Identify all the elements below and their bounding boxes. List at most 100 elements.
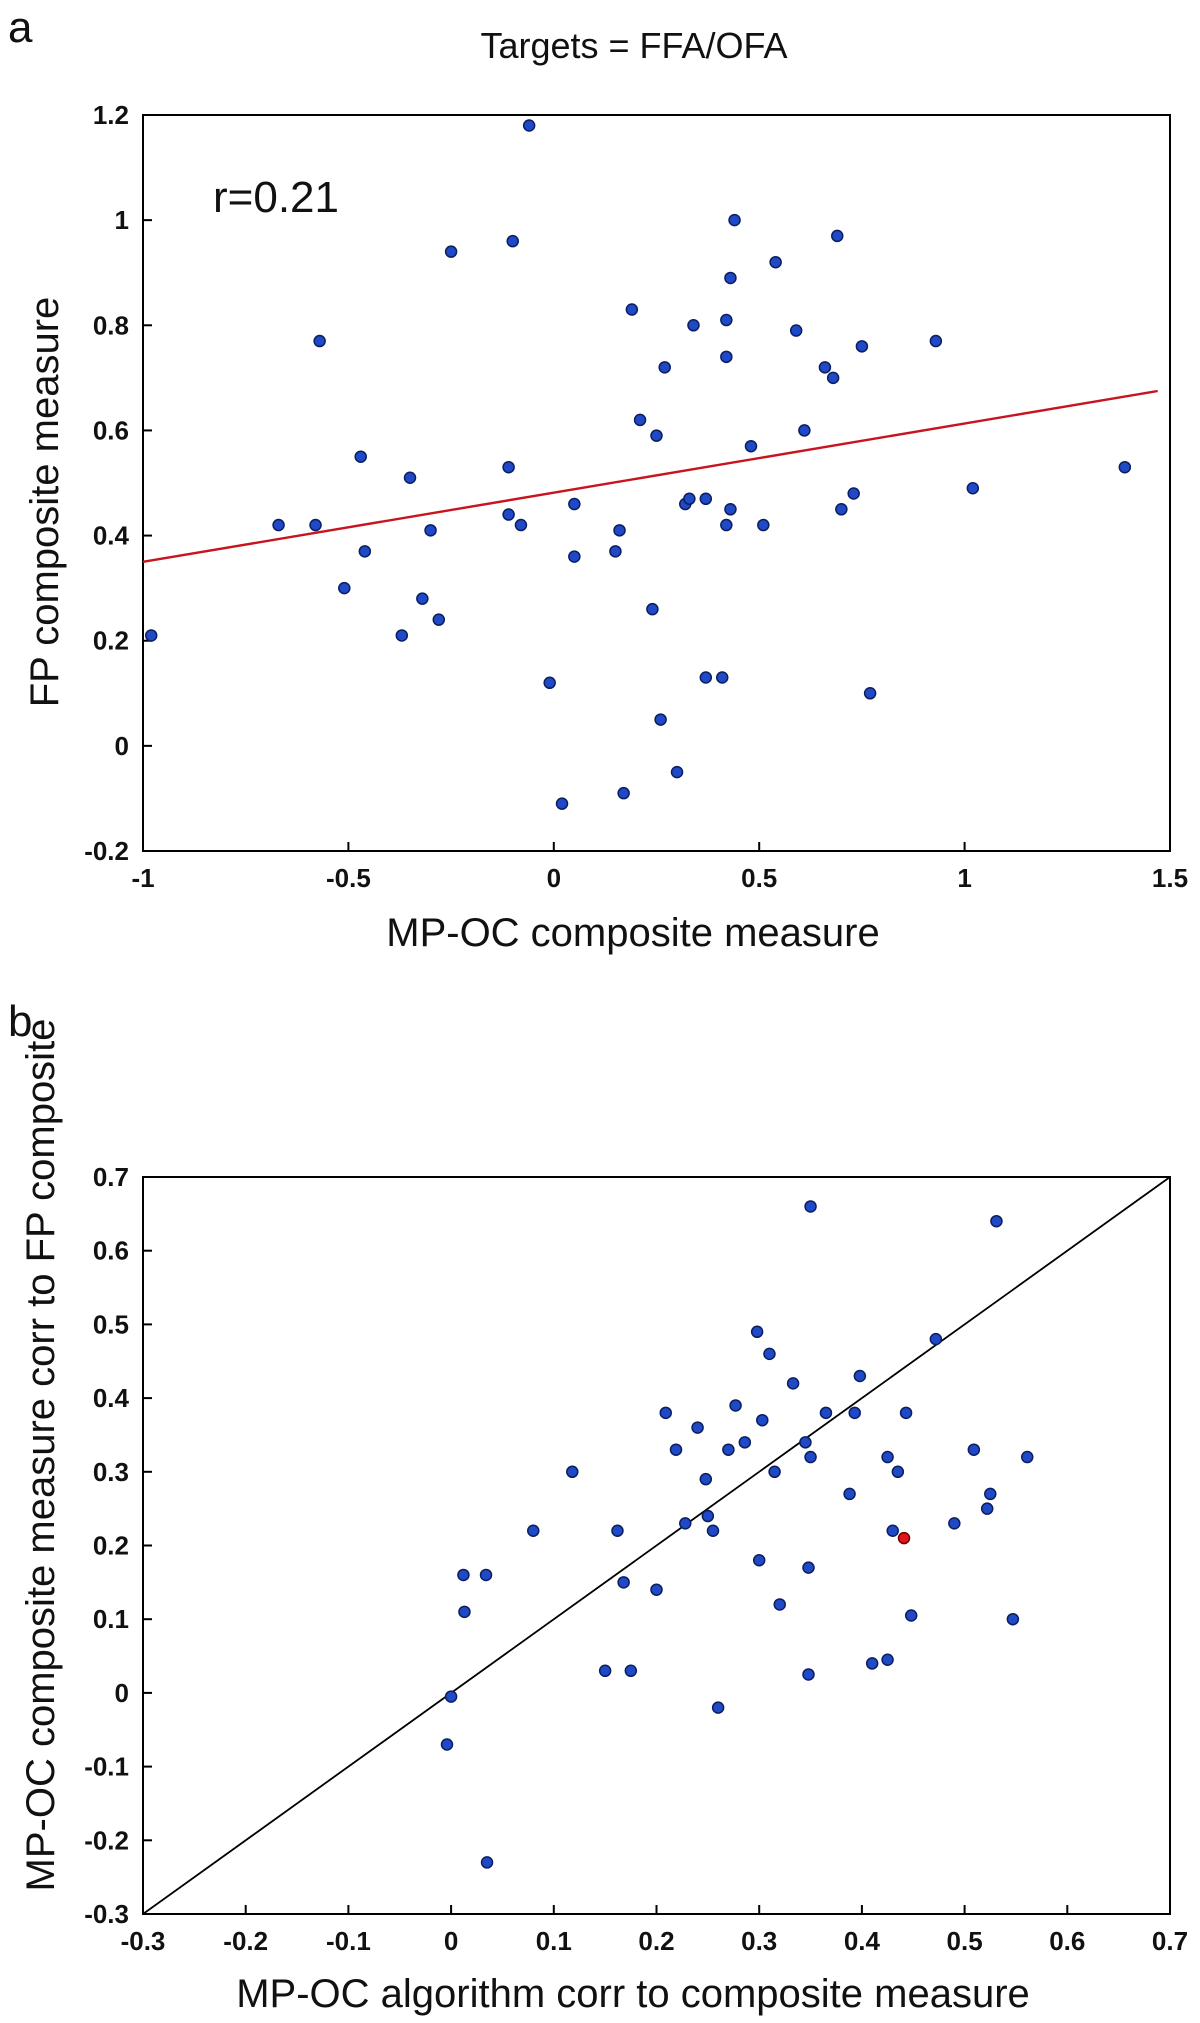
chart-b-data-point xyxy=(929,1332,943,1346)
chart-b-ytick-label: -0.3 xyxy=(84,1899,129,1929)
chart-a-data-point xyxy=(720,350,733,364)
chart-b-xtick-label: 0.4 xyxy=(844,1926,881,1956)
chart-a-data-point xyxy=(715,671,729,684)
chart-a-data-point xyxy=(847,487,860,500)
chart-a-data-point xyxy=(568,550,581,563)
chart-b-xtick-label: -0.1 xyxy=(326,1926,371,1956)
chart-b-xtick-label: 0.7 xyxy=(1152,1926,1188,1956)
chart-b-data-point xyxy=(458,1605,471,1619)
chart-a-data-point xyxy=(613,524,626,537)
chart-b-data-point xyxy=(891,1465,905,1479)
chart-a-data-point xyxy=(555,797,569,810)
chart-b-xtick-label: 0.5 xyxy=(947,1926,983,1956)
chart-b-ytick-label: 0.7 xyxy=(93,1162,129,1192)
chart-a-data-point xyxy=(744,439,758,453)
chart-b-xtick-label: 0 xyxy=(444,1926,458,1956)
chart-a-data-point xyxy=(650,429,663,442)
chart-b-data-point xyxy=(738,1436,752,1449)
chart-a-ytick-label: 1.2 xyxy=(93,100,129,130)
chart-b-data-point xyxy=(904,1609,918,1622)
chart-a-data-point xyxy=(338,581,351,595)
chart-b-xtick-label: 0.1 xyxy=(536,1926,572,1956)
chart-a-xlabel: MP-OC composite measure xyxy=(386,911,879,955)
chart-a-data-point xyxy=(720,518,733,532)
panel-label-b: b xyxy=(8,997,32,1046)
chart-a-data-point xyxy=(424,524,437,537)
chart-b-data-point xyxy=(984,1487,997,1501)
chart-b-data-point xyxy=(701,1509,715,1523)
chart-b-data-point xyxy=(566,1465,579,1479)
chart-a-xtick-label: 0.5 xyxy=(741,863,777,893)
chart-a-data-point xyxy=(699,671,713,684)
chart-b-data-point xyxy=(1006,1612,1020,1626)
chart-a-data-point xyxy=(670,765,684,779)
chart-b-ytick-label: -0.2 xyxy=(84,1825,129,1855)
chart-b-xtick-label: -0.2 xyxy=(223,1926,268,1956)
chart-b-data-point xyxy=(881,1653,894,1666)
chart-b-highlighted-point xyxy=(897,1531,911,1545)
chart-a-data-point xyxy=(863,687,877,700)
chart-a-data-point xyxy=(831,229,844,243)
chart-a-data-point xyxy=(514,518,528,532)
chart-b-data-point xyxy=(659,1406,672,1420)
chart-a-data-point xyxy=(757,518,770,532)
chart-b-ylabel: MP-OC composite measure corr to FP compo… xyxy=(19,1019,63,1892)
chart-b-ytick-label: 0.3 xyxy=(93,1457,129,1487)
chart-b-data-point xyxy=(802,1668,815,1681)
chart-b-data-point xyxy=(440,1738,454,1751)
chart-b-data-point xyxy=(457,1568,470,1582)
chart-b-data-point xyxy=(865,1657,879,1670)
chart-a-data-point xyxy=(313,334,326,348)
chart-b-data-point xyxy=(669,1443,683,1456)
chart-a-annotation: r=0.21 xyxy=(213,173,339,222)
chart-b-data-point xyxy=(691,1421,704,1434)
chart-a-ytick-label: 0 xyxy=(115,731,129,761)
chart-a-data-point xyxy=(432,613,446,626)
chart-a-data-point xyxy=(617,786,630,800)
chart-a-data-point xyxy=(699,492,713,506)
chart-a-data-point xyxy=(687,319,700,332)
chart-a-data-point xyxy=(358,545,372,558)
chart-b-data-point xyxy=(679,1517,692,1530)
chart-b-data-point xyxy=(617,1576,630,1589)
chart-a-data-point xyxy=(444,245,458,258)
chart-a-data-point xyxy=(769,255,782,269)
chart-a-data-point xyxy=(522,119,536,132)
chart-b-data-point xyxy=(819,1406,833,1420)
chart-b-data-point xyxy=(480,1856,494,1869)
chart-b-data-point xyxy=(848,1406,861,1420)
chart-b-data-point xyxy=(729,1399,742,1412)
chart-b-ytick-label: 0.5 xyxy=(93,1309,129,1339)
panel-label-a: a xyxy=(8,3,33,52)
chart-b-data-point xyxy=(768,1465,781,1479)
chart-b-data-point xyxy=(899,1406,913,1420)
chart-b-data-point xyxy=(773,1598,786,1611)
chart-a-plot-frame xyxy=(142,114,1171,852)
chart-b-ytick-label: 0 xyxy=(115,1678,129,1708)
chart-b-xtick-label: 0.3 xyxy=(741,1926,777,1956)
chart-a-data-point xyxy=(543,676,556,690)
chart-a-data-point xyxy=(658,361,671,374)
chart-a-data-point xyxy=(633,413,647,427)
chart-a-ytick-label: 1 xyxy=(115,205,129,235)
chart-b-data-point xyxy=(699,1472,713,1486)
chart-a-data-point xyxy=(395,629,409,642)
chart-a-data-point xyxy=(309,518,322,532)
chart-a-data-point xyxy=(929,334,943,348)
chart-b-data-point xyxy=(804,1450,817,1464)
chart-a-data-point xyxy=(728,213,741,227)
chart-b: MP-OC algorithm corr to composite measur… xyxy=(19,1019,1188,2016)
chart-a-data-point xyxy=(654,713,667,726)
chart-b-data-point xyxy=(990,1214,1003,1228)
chart-a-data-point xyxy=(798,424,811,437)
chart-b-data-point xyxy=(799,1436,812,1449)
chart-b-data-point xyxy=(598,1664,612,1678)
chart-b-data-point xyxy=(722,1443,735,1456)
chart-a-data-point xyxy=(568,497,581,511)
chart-b-ytick-label: 0.4 xyxy=(93,1383,130,1413)
chart-b-data-point xyxy=(980,1502,994,1515)
chart-b-ytick-label: -0.1 xyxy=(84,1752,129,1782)
chart-a-xtick-label: 1 xyxy=(957,863,971,893)
chart-b-xtick-label: -0.3 xyxy=(121,1926,166,1956)
